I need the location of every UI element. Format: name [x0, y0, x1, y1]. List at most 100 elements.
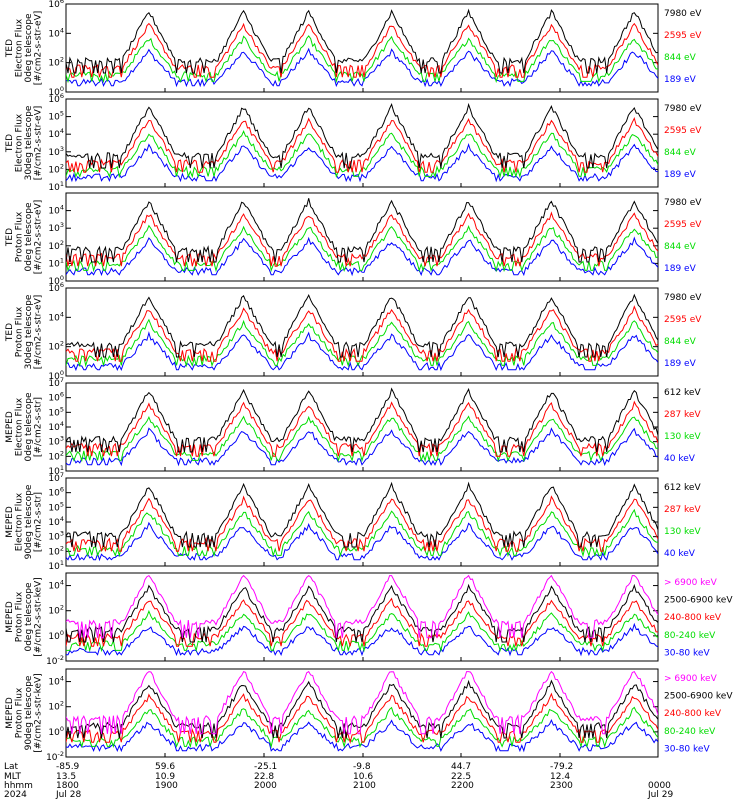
y-axis-label: Proton Flux [15, 306, 25, 357]
y-axis-label: 0deg telescope [24, 582, 34, 652]
y-axis-label: Electron Flux [15, 113, 25, 172]
legend-entry: 189 eV [664, 359, 697, 369]
footer-hhmm: 1900 [155, 781, 178, 791]
y-axis-label: [#/cm2-s-str-eV] [34, 11, 44, 86]
series-traces [66, 102, 658, 183]
y-axis-label: [#/cm2-s-str-keV] [34, 577, 44, 656]
series-traces [66, 8, 658, 88]
series-line [66, 331, 658, 372]
y-tick-label: 100 [48, 274, 64, 287]
series-line [66, 236, 658, 277]
y-tick-label: 107 [48, 376, 64, 389]
series-line [66, 198, 658, 263]
legend-entry: 7980 eV [664, 293, 702, 303]
series-line [66, 22, 658, 78]
legend-entry: 7980 eV [664, 9, 702, 19]
footer-hhmm: 2200 [451, 781, 474, 791]
y-axis-label: 0deg telescope [24, 202, 34, 272]
footer-row-label: Lat [4, 762, 19, 772]
y-tick-label: 101 [48, 559, 64, 572]
y-tick-label: 104 [48, 675, 64, 688]
footer-date: Jul 28 [55, 790, 81, 800]
y-tick-label: 103 [48, 145, 64, 158]
y-tick-label: 102 [48, 700, 64, 713]
y-tick-label: 104 [48, 579, 64, 592]
legend-entry: 287 keV [664, 505, 701, 515]
y-tick-label: 107 [48, 471, 64, 484]
legend-entry: 240-800 keV [664, 613, 722, 623]
series-line [66, 224, 658, 273]
y-axis-label: MEPED [5, 601, 15, 633]
series-traces [66, 670, 658, 753]
footer-hhmm: 2000 [254, 781, 277, 791]
y-tick-label: 104 [48, 420, 64, 433]
legend-entry: > 6900 keV [664, 674, 718, 684]
legend-entry: 844 eV [664, 148, 697, 158]
series-line [66, 102, 658, 169]
legend-entry: 612 keV [664, 388, 701, 398]
series-traces [66, 293, 658, 372]
legend-entry: 844 eV [664, 53, 697, 63]
footer-mlt: 12.4 [550, 772, 570, 782]
y-axis-label: TED [5, 228, 15, 247]
series-line [66, 679, 658, 739]
y-tick-label: 105 [48, 500, 64, 513]
y-axis-label: [#/cm2-s-str-keV] [34, 673, 44, 752]
footer-row-label: MLT [4, 772, 22, 782]
footer-date: Jul 29 [647, 790, 673, 800]
series-line [66, 622, 658, 657]
legend-entry: 130 keV [664, 527, 701, 537]
y-axis-label: TED [5, 323, 15, 342]
panel-4: 100 102 104 106 TED Proton Flux 30deg telescop… [5, 281, 702, 382]
series-line [66, 211, 658, 267]
y-axis-label: Electron Flux [15, 492, 25, 551]
y-axis-label: Proton Flux [15, 211, 25, 262]
legend-entry: 2595 eV [664, 315, 702, 325]
y-tick-label: 106 [48, 0, 64, 10]
legend-entry: 2595 eV [664, 31, 702, 41]
series-line [66, 597, 658, 647]
y-tick-label: 102 [48, 56, 64, 69]
footer-lat: -9.8 [353, 762, 371, 772]
footer-hhmm: 2100 [353, 781, 376, 791]
legend-entry: 7980 eV [664, 104, 702, 114]
legend-entry: 189 eV [664, 264, 697, 274]
footer-lat: -79.2 [550, 762, 573, 772]
series-line [66, 670, 658, 735]
legend-entry: > 6900 keV [664, 578, 718, 588]
y-axis-label: [#/cm2-s-str-eV] [34, 106, 44, 181]
series-line [66, 318, 658, 368]
legend-entry: 30-80 keV [664, 648, 710, 658]
series-line [66, 387, 658, 453]
footer-mlt: 22.8 [254, 772, 274, 782]
y-tick-label: 100 [48, 85, 64, 98]
y-tick-label: 105 [48, 405, 64, 418]
y-tick-label: 102 [48, 340, 64, 353]
series-line [66, 427, 658, 467]
series-traces [66, 574, 658, 657]
panel-1: 100 102 104 106 TED Electron Flux 0deg telesco… [5, 0, 702, 98]
y-tick-label: 106 [48, 391, 64, 404]
plot-frame [65, 668, 659, 758]
plot-frame [65, 477, 659, 567]
series-line [66, 35, 658, 84]
y-tick-label: 10-2 [46, 750, 64, 763]
y-tick-label: 104 [48, 204, 64, 217]
footer-mlt: 10.6 [353, 772, 373, 782]
y-axis-label: 30deg telescope [24, 105, 34, 180]
y-tick-label: 102 [48, 162, 64, 175]
series-line [66, 521, 658, 562]
series-line [66, 415, 658, 463]
series-line [66, 117, 658, 173]
plot-frame [65, 572, 659, 662]
legend-entry: 189 eV [664, 75, 697, 85]
legend-entry: 40 keV [664, 549, 696, 559]
y-tick-label: 102 [48, 239, 64, 252]
panel-7: 10-2 100 102 104 MEPED Proton Flux 0deg telesc… [5, 572, 733, 667]
y-tick-label: 100 [48, 725, 64, 738]
y-tick-label: 103 [48, 435, 64, 448]
y-axis-label: TED [5, 39, 15, 58]
y-axis-label: [#/cm2-s-str] [34, 492, 44, 552]
y-axis-label: MEPED [5, 506, 15, 538]
